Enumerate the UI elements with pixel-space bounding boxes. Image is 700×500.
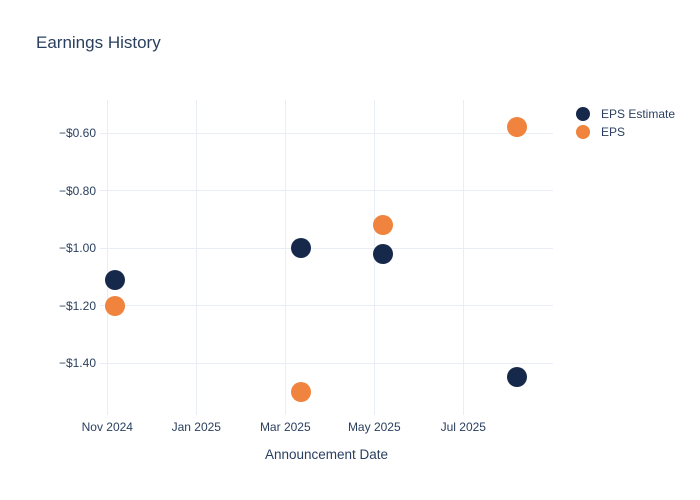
- x-tick-label: Jan 2025: [171, 420, 221, 434]
- data-point-eps-estimate[interactable]: [291, 238, 312, 258]
- x-gridline: [195, 100, 197, 415]
- x-tick-label: Jul 2025: [440, 420, 486, 434]
- data-point-eps-estimate[interactable]: [104, 269, 125, 290]
- legend-marker-eps-estimate-icon: [576, 107, 590, 121]
- x-tick-label: Mar 2025: [259, 420, 311, 434]
- data-point-eps-estimate[interactable]: [372, 243, 393, 264]
- y-gridline: [100, 190, 553, 191]
- y-gridline: [100, 247, 553, 249]
- legend-item-eps-estimate[interactable]: EPS Estimate: [570, 105, 675, 123]
- legend-label: EPS: [601, 125, 626, 139]
- y-gridline: [100, 305, 553, 306]
- data-point-eps[interactable]: [291, 381, 312, 402]
- y-tick-label: −$1.40: [58, 356, 96, 370]
- x-tick-label: Nov 2024: [81, 420, 133, 434]
- data-point-eps[interactable]: [104, 295, 125, 316]
- x-axis-title: Announcement Date: [264, 447, 389, 462]
- x-gridline: [106, 100, 108, 415]
- x-gridline: [462, 100, 464, 415]
- legend-item-eps[interactable]: EPS: [570, 123, 675, 141]
- data-point-eps[interactable]: [506, 117, 527, 138]
- data-point-eps-estimate[interactable]: [506, 367, 527, 388]
- x-tick-label: May 2025: [347, 420, 401, 434]
- y-tick-label: −$0.80: [58, 183, 96, 198]
- legend-marker-eps-icon: [576, 125, 590, 139]
- legend-label: EPS Estimate: [601, 107, 676, 121]
- chart-title: Earnings History: [36, 33, 161, 52]
- y-gridline: [100, 132, 553, 134]
- y-gridline: [100, 362, 553, 364]
- y-tick-label: −$1.00: [58, 241, 96, 255]
- y-tick-label: −$1.20: [58, 298, 96, 313]
- y-tick-label: −$0.60: [58, 126, 96, 140]
- x-gridline: [284, 100, 286, 415]
- data-point-eps[interactable]: [372, 215, 393, 235]
- legend: EPS Estimate EPS: [570, 105, 675, 141]
